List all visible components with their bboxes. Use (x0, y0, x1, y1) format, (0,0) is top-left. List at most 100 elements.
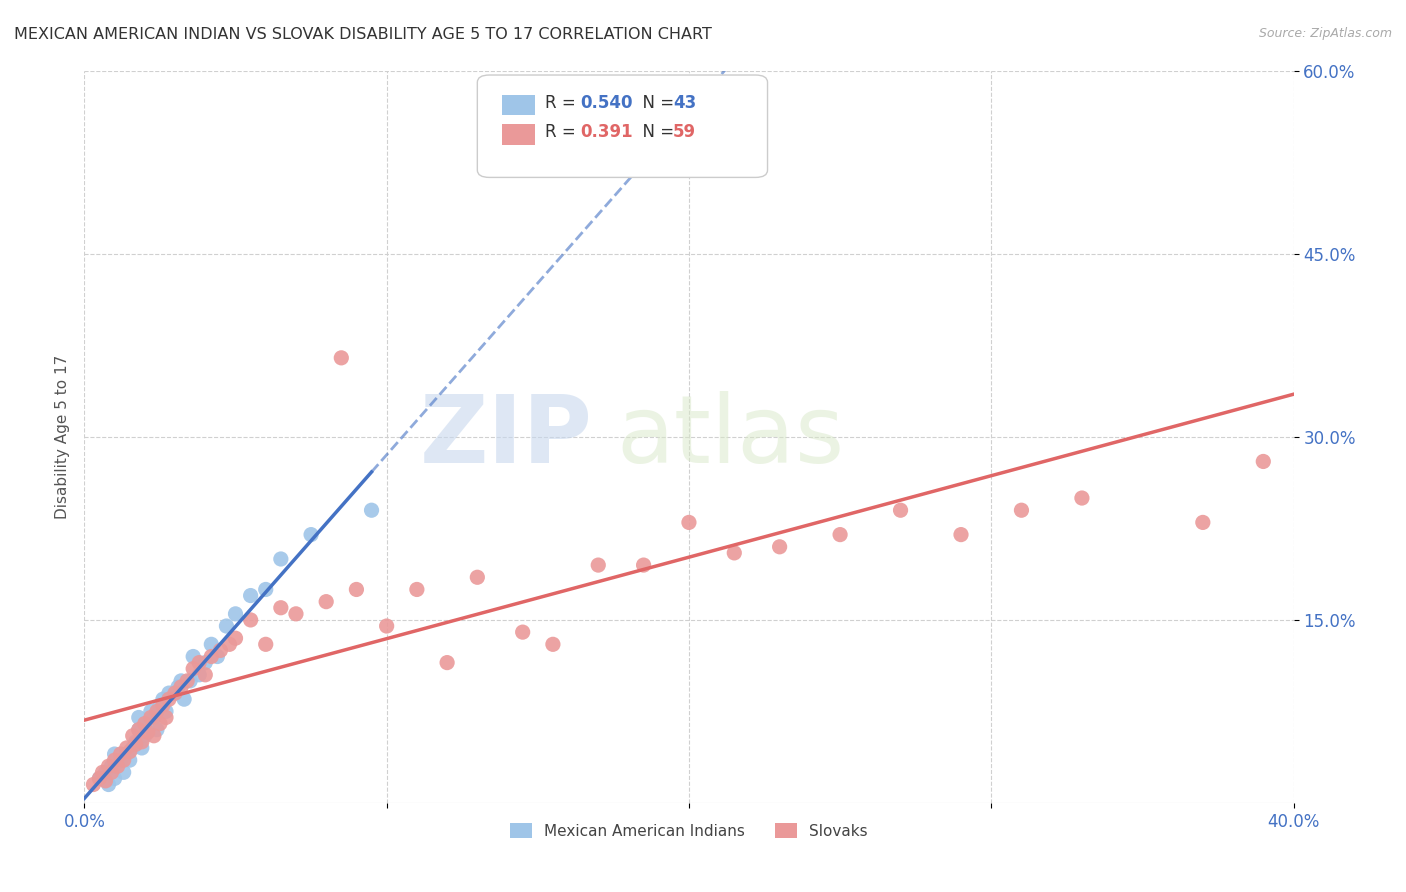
Point (170, 680, 193, 694)
FancyBboxPatch shape (502, 95, 536, 115)
Point (118, 753, 141, 767)
Text: R =: R = (546, 123, 586, 141)
Point (91, 765, 114, 780)
Legend: Mexican American Indians, Slovaks: Mexican American Indians, Slovaks (503, 815, 875, 847)
Point (134, 716, 156, 731)
Point (769, 540, 792, 554)
Point (128, 723, 150, 737)
Point (541, 144, 564, 158)
Point (950, 527, 973, 541)
Point (157, 686, 180, 700)
Point (118, 745, 141, 759)
FancyBboxPatch shape (502, 124, 536, 145)
Point (89, 772, 111, 786)
Point (1253, 454, 1275, 468)
Text: 59: 59 (673, 123, 696, 141)
Point (97, 778, 120, 792)
Point (315, 594, 337, 608)
Point (128, 710, 150, 724)
Text: 0.540: 0.540 (581, 94, 633, 112)
Point (176, 673, 198, 688)
Text: N =: N = (633, 123, 679, 141)
Point (588, 558, 610, 573)
Text: N =: N = (633, 94, 679, 112)
Point (188, 667, 211, 681)
Point (330, 351, 353, 365)
Point (194, 667, 217, 681)
Point (360, 503, 382, 517)
Point (218, 637, 240, 651)
Point (100, 765, 122, 780)
Point (82, 778, 104, 792)
Text: R =: R = (546, 94, 581, 112)
Point (104, 753, 127, 767)
Point (89, 772, 111, 786)
Point (142, 729, 165, 743)
Point (239, 613, 262, 627)
Point (209, 643, 232, 657)
Point (104, 759, 127, 773)
Point (131, 735, 153, 749)
Point (225, 632, 247, 646)
Point (207, 649, 229, 664)
Point (285, 607, 308, 621)
Y-axis label: Disability Age 5 to 17: Disability Age 5 to 17 (55, 355, 70, 519)
Point (181, 662, 204, 676)
Point (890, 503, 912, 517)
Point (134, 716, 156, 731)
Point (1192, 516, 1215, 530)
Point (146, 705, 169, 719)
Text: Source: ZipAtlas.com: Source: ZipAtlas.com (1258, 27, 1392, 40)
Text: atlas: atlas (616, 391, 845, 483)
Point (94, 765, 117, 780)
Point (107, 759, 129, 773)
Point (254, 637, 277, 651)
Point (375, 619, 398, 633)
Point (181, 649, 204, 664)
Point (94, 773, 117, 788)
Point (152, 692, 174, 706)
Point (170, 673, 193, 688)
Point (299, 527, 322, 541)
Point (134, 729, 156, 743)
Point (139, 705, 162, 719)
Point (110, 753, 132, 767)
Point (270, 552, 292, 566)
Point (121, 729, 143, 743)
Point (179, 673, 201, 688)
Point (125, 737, 148, 751)
Point (239, 589, 262, 603)
Point (194, 656, 217, 670)
Point (1011, 503, 1033, 517)
Point (146, 723, 169, 737)
Point (467, 570, 489, 584)
Point (512, 625, 534, 640)
Point (131, 740, 153, 755)
Point (110, 747, 132, 761)
Point (165, 686, 187, 700)
Point (136, 723, 159, 737)
Point (157, 692, 180, 706)
Point (112, 765, 135, 780)
Point (100, 759, 122, 773)
Point (541, 637, 564, 651)
Point (167, 680, 190, 694)
Point (270, 600, 292, 615)
Point (406, 582, 429, 597)
Point (830, 527, 852, 541)
Point (633, 558, 655, 573)
Point (678, 516, 700, 530)
Point (1071, 491, 1094, 505)
Text: 43: 43 (673, 94, 696, 112)
Point (104, 772, 127, 786)
Point (125, 735, 148, 749)
Point (142, 710, 165, 724)
Text: 0.391: 0.391 (581, 123, 633, 141)
Point (152, 698, 174, 713)
Point (436, 656, 458, 670)
Point (155, 710, 177, 724)
FancyBboxPatch shape (478, 75, 768, 178)
Point (115, 740, 138, 755)
Point (136, 725, 159, 739)
Point (254, 582, 277, 597)
